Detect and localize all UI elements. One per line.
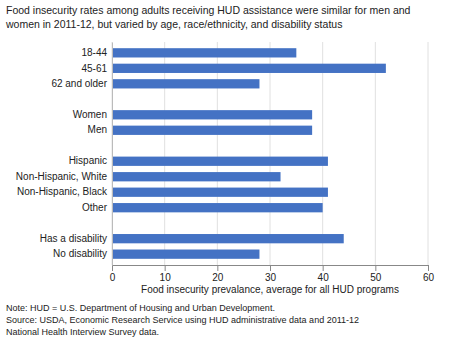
x-tick-mark — [428, 265, 429, 271]
y-tick-label: Non-Hispanic, Black — [17, 186, 108, 197]
y-tick-label: 45-61 — [81, 63, 107, 74]
bar — [112, 110, 312, 119]
bar — [112, 157, 328, 166]
grid-line — [375, 42, 376, 265]
grid-line — [322, 42, 323, 265]
note: Source: USDA, Economic Research Service … — [6, 315, 359, 325]
x-tick: 30 — [265, 265, 277, 283]
notes: Note: HUD = U.S. Department of Housing a… — [6, 303, 359, 337]
y-tick-label: Has a disability — [40, 233, 107, 244]
grid — [112, 42, 428, 265]
bar — [112, 234, 344, 243]
bar — [112, 188, 328, 197]
bar — [112, 64, 386, 73]
x-tick-label: 10 — [160, 272, 172, 283]
plot-area: 0 10 20 30 40 50 60 18-44 45-61 62 and older Women… — [16, 42, 435, 283]
y-axis-line — [112, 43, 113, 266]
y-tick: Has a disability — [40, 233, 107, 244]
bar — [112, 203, 323, 212]
y-tick: 62 and older — [51, 78, 107, 89]
bar — [112, 79, 259, 88]
subtitle: women in 2011-12, but varied by age, rac… — [5, 18, 342, 30]
bar — [112, 172, 281, 181]
y-tick: 18-44 — [81, 47, 107, 58]
grid-line — [428, 42, 429, 265]
x-tick-mark — [375, 265, 376, 271]
bar — [112, 48, 296, 57]
grid-line — [164, 42, 165, 265]
y-axis: 18-44 45-61 62 and older Women Men Hispanic No… — [16, 43, 113, 266]
y-tick-label: Men — [88, 124, 107, 135]
x-tick: 0 — [110, 265, 116, 283]
x-tick-label: 0 — [110, 272, 116, 283]
y-tick: Non-Hispanic, White — [16, 171, 108, 182]
y-tick: Women — [73, 109, 107, 120]
y-tick-label: Non-Hispanic, White — [16, 171, 108, 182]
x-tick-label: 40 — [318, 272, 330, 283]
bar — [112, 126, 312, 135]
bar — [112, 250, 259, 259]
x-axis: 0 10 20 30 40 50 60 — [110, 265, 435, 283]
x-axis-title: Food insecurity prevalance, average for … — [141, 284, 399, 295]
grid-line — [112, 42, 113, 265]
y-tick-label: Other — [82, 202, 108, 213]
y-tick: No disability — [53, 248, 107, 259]
y-tick-label: 18-44 — [81, 47, 107, 58]
x-tick: 20 — [212, 265, 224, 283]
x-tick-label: 20 — [212, 272, 224, 283]
x-tick-label: 30 — [265, 272, 277, 283]
y-tick: Men — [88, 124, 107, 135]
y-tick: 45-61 — [81, 63, 107, 74]
x-tick: 50 — [370, 265, 382, 283]
x-tick-mark — [165, 265, 166, 271]
y-tick-label: Hispanic — [69, 155, 107, 166]
note: National Health Interview Survey data. — [6, 327, 159, 337]
y-tick-label: 62 and older — [51, 78, 107, 89]
x-tick-mark — [270, 265, 271, 271]
title-group: Food insecurity rates among adults recei… — [5, 4, 411, 30]
grid-line — [217, 42, 218, 265]
x-tick-mark — [217, 265, 218, 271]
y-tick-label: Women — [73, 109, 107, 120]
y-tick: Other — [82, 202, 108, 213]
x-tick: 10 — [160, 265, 172, 283]
y-tick-label: No disability — [53, 248, 107, 259]
x-tick-mark — [323, 265, 324, 271]
x-tick: 60 — [423, 265, 435, 283]
chart: Food insecurity rates among adults recei… — [0, 0, 450, 341]
y-tick: Hispanic — [69, 155, 107, 166]
x-tick-mark — [112, 265, 113, 271]
bars — [112, 48, 386, 259]
y-tick: Non-Hispanic, Black — [17, 186, 108, 197]
x-tick: 40 — [318, 265, 330, 283]
title: Food insecurity rates among adults recei… — [6, 4, 411, 16]
note: Note: HUD = U.S. Department of Housing a… — [6, 303, 275, 313]
x-tick-label: 50 — [370, 272, 382, 283]
x-tick-label: 60 — [423, 272, 435, 283]
grid-line — [270, 42, 271, 265]
